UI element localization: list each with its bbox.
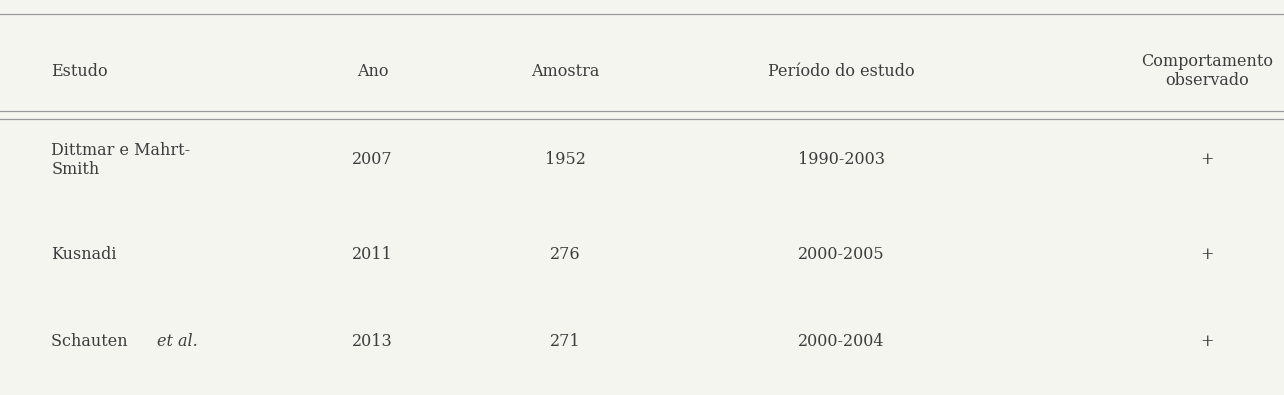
Text: 1990-2003: 1990-2003 — [797, 151, 885, 169]
Text: Ano: Ano — [357, 62, 388, 80]
Text: Amostra: Amostra — [530, 62, 600, 80]
Text: Comportamento
observado: Comportamento observado — [1141, 53, 1272, 89]
Text: Kusnadi: Kusnadi — [51, 246, 117, 263]
Text: Estudo: Estudo — [51, 62, 108, 80]
Text: 276: 276 — [550, 246, 580, 263]
Text: +: + — [1201, 246, 1213, 263]
Text: 1952: 1952 — [544, 151, 586, 169]
Text: 2000-2004: 2000-2004 — [797, 333, 885, 350]
Text: Schauten: Schauten — [51, 333, 134, 350]
Text: Período do estudo: Período do estudo — [768, 62, 914, 80]
Text: 2007: 2007 — [352, 151, 393, 169]
Text: 2011: 2011 — [352, 246, 393, 263]
Text: +: + — [1201, 333, 1213, 350]
Text: et al.: et al. — [157, 333, 198, 350]
Text: 2013: 2013 — [352, 333, 393, 350]
Text: 2000-2005: 2000-2005 — [797, 246, 885, 263]
Text: +: + — [1201, 151, 1213, 169]
Text: 271: 271 — [550, 333, 580, 350]
Text: Dittmar e Mahrt-
Smith: Dittmar e Mahrt- Smith — [51, 142, 190, 178]
